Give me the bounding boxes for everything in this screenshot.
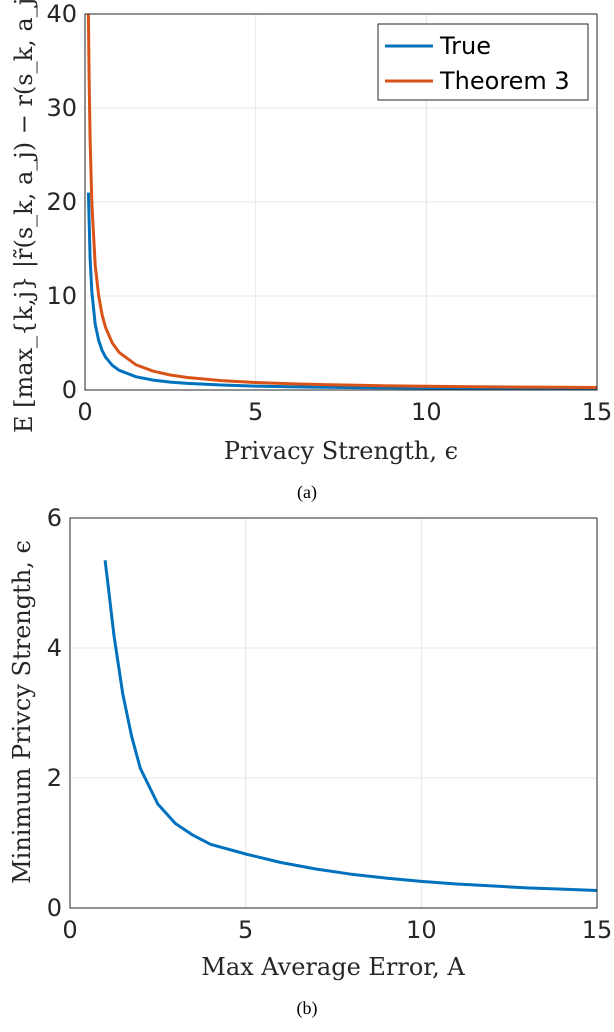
x-tick-label: 0 xyxy=(62,916,77,944)
y-tick-label: 0 xyxy=(62,376,77,404)
y-tick-label: 4 xyxy=(47,634,62,662)
y-tick-label: 40 xyxy=(46,0,77,28)
panel-a-series xyxy=(86,13,598,391)
series-line-true xyxy=(86,192,598,391)
panel-b-series xyxy=(103,560,598,892)
x-tick-label: 5 xyxy=(238,916,253,944)
x-tick-label: 5 xyxy=(248,398,263,426)
panel-a-chart: 0 5 10 15 0 10 20 30 40 True Theorem 3 Privacy … xyxy=(10,0,612,503)
panel-b-x-axis-label: Max Average Error, A xyxy=(201,953,465,981)
series-line-curve xyxy=(103,560,598,892)
y-tick-label: 2 xyxy=(47,764,62,792)
series-line-theorem-3 xyxy=(86,13,598,389)
panel-b-caption: (b) xyxy=(297,998,318,1019)
panel-b-y-ticks: 0 2 4 6 xyxy=(47,504,62,922)
panel-b-axes-frame xyxy=(69,517,598,909)
y-tick-label: 30 xyxy=(46,94,77,122)
panel-a-y-axis-label: E [max_{k,j} |r̃(s_k, a_j) − r(s_k, a_j)… xyxy=(10,0,39,433)
panel-a-y-ticks: 0 10 20 30 40 xyxy=(46,0,77,404)
x-tick-label: 15 xyxy=(582,398,613,426)
legend-label-true: True xyxy=(439,32,491,60)
panel-b-x-ticks: 0 5 10 15 xyxy=(62,916,612,944)
panel-b-plot-area xyxy=(70,518,597,908)
panel-a-legend: True Theorem 3 xyxy=(377,23,589,101)
panel-a-caption: (a) xyxy=(297,482,317,503)
y-tick-label: 20 xyxy=(46,188,77,216)
panel-b-y-axis-label: Minimum Privcy Strength, ϵ xyxy=(8,540,36,884)
y-tick-label: 10 xyxy=(46,282,77,310)
y-tick-label: 0 xyxy=(47,894,62,922)
panel-b-chart: 0 5 10 15 0 2 4 6 Max Average Error, A Minimum… xyxy=(8,504,612,1019)
panel-a-x-axis-label: Privacy Strength, ϵ xyxy=(224,437,458,465)
legend-box xyxy=(377,23,589,101)
x-tick-label: 15 xyxy=(582,916,613,944)
x-tick-label: 10 xyxy=(406,916,437,944)
panel-a-x-ticks: 0 5 10 15 xyxy=(77,398,612,426)
panel-a-axes-frame xyxy=(84,13,598,391)
x-tick-label: 0 xyxy=(77,398,92,426)
x-tick-label: 10 xyxy=(411,398,442,426)
y-tick-label: 6 xyxy=(47,504,62,532)
legend-label-theorem-3: Theorem 3 xyxy=(439,67,570,95)
